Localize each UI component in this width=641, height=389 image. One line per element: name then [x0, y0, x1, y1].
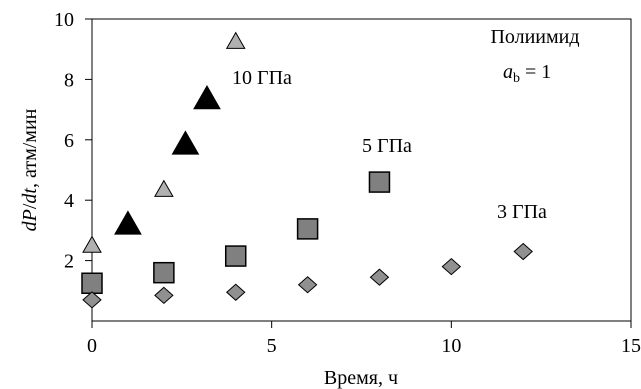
y-tick-label: 2: [64, 251, 74, 273]
x-axis: 0 5 10 15: [87, 321, 641, 357]
y-label-slash: /: [19, 203, 41, 209]
point-square: [296, 218, 319, 240]
series-label-10gpa: 10 ГПа: [232, 67, 292, 89]
point-square: [81, 272, 103, 294]
point-diamond: [297, 276, 318, 294]
param-rest: = 1: [520, 61, 551, 83]
y-label-dt: dt: [19, 188, 41, 204]
point-diamond: [82, 291, 102, 309]
annotation-parameter: ab = 1: [503, 61, 551, 86]
param-subscript: b: [513, 71, 520, 86]
y-axis: 2 4 6 8 10: [54, 9, 92, 273]
point-triangle: [82, 235, 102, 253]
annotation-material: Полиимид: [490, 26, 579, 48]
y-axis-label: dP/dt, атм/мин: [19, 108, 41, 231]
point-triangle: [154, 179, 174, 197]
x-tick-label: 0: [87, 335, 97, 357]
y-tick-label: 6: [64, 130, 74, 152]
y-label-dp: dP: [19, 209, 41, 231]
point-triangle: [171, 130, 200, 155]
plot-frame: [91, 18, 632, 322]
point-triangle: [225, 31, 246, 49]
param-symbol: a: [503, 61, 513, 83]
data-marks: [81, 31, 533, 309]
x-axis-label: Время, ч: [324, 367, 398, 389]
point-diamond: [154, 286, 174, 304]
point-square: [368, 171, 391, 193]
point-triangle: [193, 85, 221, 110]
point-diamond: [513, 242, 533, 261]
point-square: [153, 261, 175, 284]
point-square: [224, 245, 247, 267]
point-diamond: [225, 283, 246, 301]
y-tick-label: 4: [64, 190, 74, 212]
series-label-5gpa: 5 ГПа: [362, 135, 412, 157]
x-tick-label: 5: [267, 335, 277, 357]
y-tick-label: 10: [54, 9, 74, 31]
y-tick-label: 8: [64, 69, 74, 91]
point-diamond: [369, 268, 390, 286]
y-label-unit: , атм/мин: [19, 108, 41, 188]
series-label-3gpa: 3 ГПа: [497, 201, 547, 223]
point-triangle: [114, 210, 142, 235]
x-tick-label: 10: [441, 335, 461, 357]
x-tick-label: 15: [621, 335, 641, 357]
point-diamond: [441, 257, 462, 276]
